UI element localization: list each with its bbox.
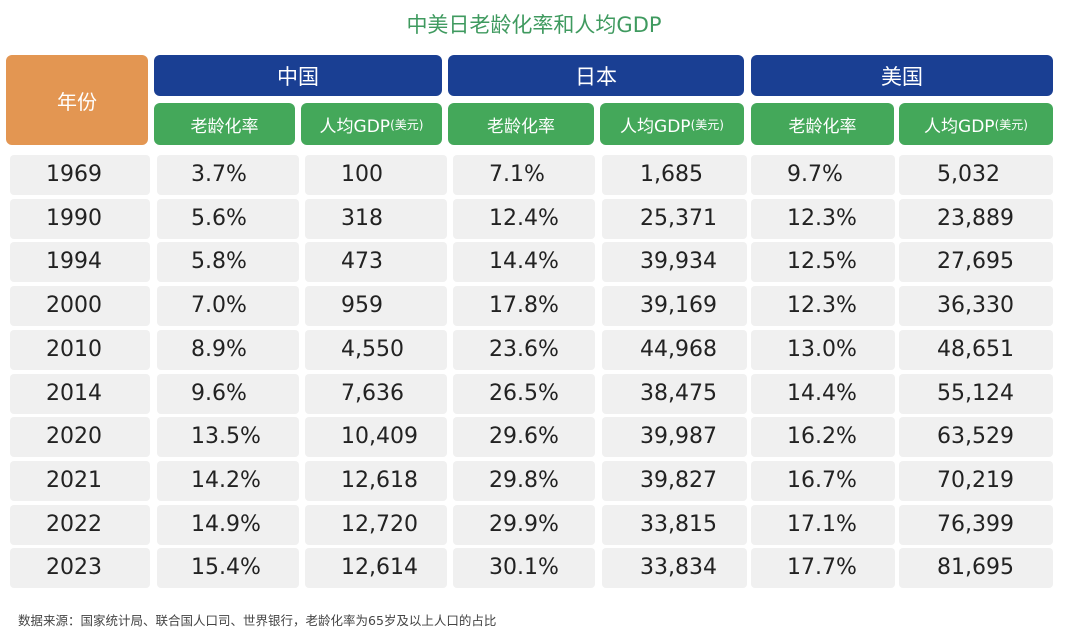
country-header-japan: 日本	[448, 55, 744, 96]
table-cell-cn-gdp: 100	[305, 155, 447, 195]
table-cell-jp-gdp: 39,987	[602, 417, 747, 458]
row-year-cell: 2014	[10, 373, 150, 414]
table-cell-cn-gdp: 12,720	[305, 504, 447, 545]
table-cell-jp-gdp: 1,685	[602, 155, 747, 195]
table-cell-cn-rate: 8.9%	[157, 329, 299, 370]
year-header: 年份	[6, 55, 148, 145]
table-cell-us-gdp: 23,889	[899, 198, 1053, 239]
country-header-usa: 美国	[751, 55, 1053, 96]
table-cell-cn-gdp: 4,550	[305, 329, 447, 370]
subheader-gdp-unit: (美元)	[994, 117, 1028, 132]
table-cell-cn-gdp: 10,409	[305, 417, 447, 458]
row-year-cell: 1994	[10, 242, 150, 283]
row-year-cell: 1969	[10, 155, 150, 195]
table-title: 中美日老龄化率和人均GDP	[406, 13, 662, 37]
table-cell-jp-rate: 14.4%	[453, 242, 595, 283]
table-cell-cn-rate: 15.4%	[157, 548, 299, 589]
table-cell-jp-rate: 29.9%	[453, 504, 595, 545]
table-cell-cn-gdp: 12,614	[305, 548, 447, 589]
table-cell-cn-rate: 9.6%	[157, 373, 299, 414]
table-cell-jp-rate: 30.1%	[453, 548, 595, 589]
table-cell-jp-gdp: 39,169	[602, 286, 747, 327]
subheader-japan-aging-rate: 老龄化率	[448, 103, 594, 145]
table-cell-cn-rate: 13.5%	[157, 417, 299, 458]
row-year-cell: 2023	[10, 548, 150, 589]
table-cell-jp-rate: 12.4%	[453, 198, 595, 239]
table-cell-us-rate: 16.2%	[751, 417, 895, 458]
table-cell-us-gdp: 55,124	[899, 373, 1053, 414]
table-cell-us-gdp: 48,651	[899, 329, 1053, 370]
table-cell-us-gdp: 5,032	[899, 155, 1053, 195]
subheader-gdp-unit: (美元)	[690, 117, 724, 132]
row-year-cell: 2020	[10, 417, 150, 458]
table-cell-us-gdp: 63,529	[899, 417, 1053, 458]
table-cell-jp-gdp: 38,475	[602, 373, 747, 414]
table-cell-jp-rate: 23.6%	[453, 329, 595, 370]
table-cell-us-rate: 14.4%	[751, 373, 895, 414]
table-cell-jp-rate: 17.8%	[453, 286, 595, 327]
subheader-usa-gdp: 人均GDP (美元)	[899, 103, 1053, 145]
row-year-cell: 2022	[10, 504, 150, 545]
table-cell-us-gdp: 27,695	[899, 242, 1053, 283]
subheader-gdp-label: 人均GDP	[319, 116, 391, 137]
table-cell-cn-rate: 14.2%	[157, 460, 299, 501]
table-cell-us-rate: 13.0%	[751, 329, 895, 370]
subheader-japan-gdp: 人均GDP (美元)	[600, 103, 744, 145]
table-cell-jp-gdp: 33,815	[602, 504, 747, 545]
table-cell-jp-rate: 7.1%	[453, 155, 595, 195]
row-year-cell: 2021	[10, 460, 150, 501]
table-cell-jp-gdp: 44,968	[602, 329, 747, 370]
table-cell-us-gdp: 70,219	[899, 460, 1053, 501]
table-cell-us-gdp: 76,399	[899, 504, 1053, 545]
table-cell-jp-gdp: 39,934	[602, 242, 747, 283]
table-cell-cn-gdp: 7,636	[305, 373, 447, 414]
table-cell-cn-gdp: 12,618	[305, 460, 447, 501]
row-year-cell: 1990	[10, 198, 150, 239]
table-cell-jp-rate: 29.6%	[453, 417, 595, 458]
table-cell-jp-gdp: 33,834	[602, 548, 747, 589]
table-cell-cn-rate: 7.0%	[157, 286, 299, 327]
country-header-china: 中国	[154, 55, 442, 96]
subheader-china-aging-rate: 老龄化率	[154, 103, 295, 145]
table-cell-jp-gdp: 25,371	[602, 198, 747, 239]
table-cell-cn-rate: 5.8%	[157, 242, 299, 283]
table-cell-cn-gdp: 959	[305, 286, 447, 327]
subheader-china-gdp: 人均GDP (美元)	[301, 103, 442, 145]
table-cell-jp-rate: 29.8%	[453, 460, 595, 501]
subheader-gdp-label: 人均GDP	[620, 116, 691, 137]
table-cell-us-rate: 17.1%	[751, 504, 895, 545]
table-cell-us-rate: 12.5%	[751, 242, 895, 283]
table-cell-cn-gdp: 318	[305, 198, 447, 239]
source-note: 数据来源：国家统计局、联合国人口司、世界银行，老龄化率为65岁及以上人口的占比	[18, 613, 497, 628]
table-cell-cn-rate: 3.7%	[157, 155, 299, 195]
row-year-cell: 2010	[10, 329, 150, 370]
table-cell-us-rate: 9.7%	[751, 155, 895, 195]
table-cell-cn-rate: 14.9%	[157, 504, 299, 545]
table-cell-us-rate: 12.3%	[751, 198, 895, 239]
subheader-usa-aging-rate: 老龄化率	[751, 103, 894, 145]
subheader-gdp-label: 人均GDP	[924, 116, 995, 137]
table-cell-us-rate: 17.7%	[751, 548, 895, 589]
table-cell-us-rate: 16.7%	[751, 460, 895, 501]
subheader-gdp-unit: (美元)	[390, 117, 424, 132]
table-cell-cn-gdp: 473	[305, 242, 447, 283]
table-cell-jp-gdp: 39,827	[602, 460, 747, 501]
table-cell-us-rate: 12.3%	[751, 286, 895, 327]
table-cell-jp-rate: 26.5%	[453, 373, 595, 414]
row-year-cell: 2000	[10, 286, 150, 327]
table-cell-cn-rate: 5.6%	[157, 198, 299, 239]
table-cell-us-gdp: 36,330	[899, 286, 1053, 327]
table-cell-us-gdp: 81,695	[899, 548, 1053, 589]
